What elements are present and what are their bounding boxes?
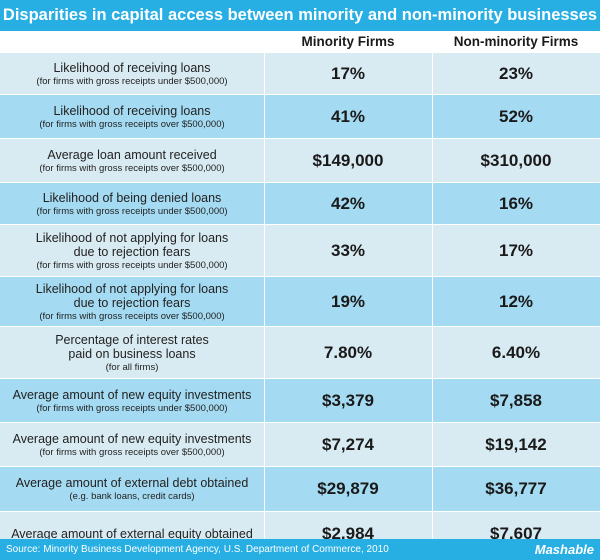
value-non-minority: $19,142 (485, 434, 547, 454)
value-non-minority: 6.40% (491, 342, 541, 362)
row-label-text: due to rejection fears (73, 295, 191, 310)
row-note: (for all firms) (105, 361, 159, 373)
column-header-non-minority: Non-minority Firms (453, 34, 579, 49)
row-note: (for firms with gross receipts under $50… (36, 259, 228, 271)
value-non-minority: 17% (498, 240, 534, 260)
value-minority: $2,984 (322, 524, 374, 543)
row-note: (for firms with gross receipts over $500… (39, 162, 225, 174)
footer-bar: Source: Minority Business Development Ag… (0, 539, 600, 560)
table-row: Average loan amount received (for firms w… (0, 139, 600, 183)
table-row: Percentage of interest rates paid on busi… (0, 327, 600, 379)
row-label-text: Average loan amount received (47, 147, 217, 162)
row-label: Average amount of external debt obtained… (0, 467, 264, 511)
row-label: Average amount of new equity investments… (0, 379, 264, 422)
table-row: Likelihood of receiving loans (for firms … (0, 95, 600, 139)
table-row: Likelihood of not applying for loans due … (0, 277, 600, 327)
row-note: (e.g. bank loans, credit cards) (69, 491, 195, 502)
row-label-text: paid on business loans (68, 346, 196, 361)
value-non-minority: $7,607 (490, 524, 542, 543)
row-label: Likelihood of not applying for loans due … (0, 225, 264, 276)
row-label-text: Likelihood of receiving loans (53, 60, 211, 75)
row-label: Likelihood of being denied loans (for fir… (0, 183, 264, 224)
value-minority: $29,879 (317, 479, 379, 498)
table-row: Likelihood of being denied loans (for fir… (0, 183, 600, 225)
data-table: Likelihood of receiving loans (for firms … (0, 53, 600, 557)
row-label: Likelihood of receiving loans (for firms … (0, 95, 264, 138)
row-label: Likelihood of not applying for loans due … (0, 277, 264, 326)
table-row: Likelihood of receiving loans (for firms … (0, 53, 600, 95)
row-label-text: Percentage of interest rates (55, 332, 209, 347)
table-header: Minority Firms Non-minority Firms (0, 31, 600, 53)
column-divider (432, 31, 433, 539)
table-row: Average amount of external debt obtained… (0, 467, 600, 512)
row-note: (for firms with gross receipts under $50… (36, 205, 228, 217)
value-non-minority: 23% (498, 63, 534, 83)
source-note: Source: Minority Business Development Ag… (6, 544, 389, 555)
brand-logo: Mashable (534, 542, 594, 557)
value-minority: $7,274 (322, 434, 374, 454)
value-non-minority: $310,000 (480, 150, 552, 170)
row-label-text: Likelihood of not applying for loans (35, 230, 229, 245)
value-minority: 33% (330, 240, 366, 260)
table-row: Average amount of new equity investments… (0, 379, 600, 423)
value-minority: 7.80% (323, 342, 373, 362)
row-label-text: Average amount of external debt obtained (15, 476, 249, 490)
value-minority: $149,000 (312, 150, 384, 170)
value-non-minority: $36,777 (485, 479, 547, 498)
value-non-minority: 16% (498, 193, 534, 213)
page-title: Disparities in capital access between mi… (0, 0, 600, 31)
row-label-text: Likelihood of being denied loans (42, 190, 222, 205)
row-note: (for firms with gross receipts over $500… (39, 446, 225, 458)
row-label-text: due to rejection fears (73, 244, 191, 259)
table-row: Average amount of new equity investments… (0, 423, 600, 467)
value-non-minority: 12% (498, 291, 534, 311)
row-label-text: Average amount of new equity investments (12, 431, 252, 446)
row-label-text: Likelihood of receiving loans (53, 103, 211, 118)
value-minority: 19% (330, 291, 366, 311)
row-label: Average amount of new equity investments… (0, 423, 264, 466)
value-minority: $3,379 (322, 390, 374, 410)
value-minority: 42% (330, 193, 366, 213)
row-note: (for firms with gross receipts under $50… (36, 75, 228, 87)
row-label-text: Average amount of new equity investments (12, 387, 252, 402)
column-divider (264, 31, 265, 539)
value-non-minority: 52% (498, 106, 534, 126)
column-header-minority: Minority Firms (301, 34, 395, 49)
row-note: (for firms with gross receipts over $500… (39, 118, 225, 130)
row-note: (for firms with gross receipts over $500… (39, 310, 225, 322)
value-non-minority: $7,858 (490, 390, 542, 410)
row-label: Percentage of interest rates paid on busi… (0, 327, 264, 378)
row-label: Average loan amount received (for firms w… (0, 139, 264, 182)
table-row: Likelihood of not applying for loans due … (0, 225, 600, 277)
row-label-text: Average amount of external equity obtain… (11, 527, 253, 541)
row-label-text: Likelihood of not applying for loans (35, 281, 229, 296)
row-label: Average amount of external equity obtain… (0, 512, 264, 556)
value-minority: 17% (330, 63, 366, 83)
value-minority: 41% (330, 106, 366, 126)
row-label: Likelihood of receiving loans (for firms … (0, 53, 264, 94)
row-note: (for firms with gross receipts under $50… (36, 402, 228, 414)
